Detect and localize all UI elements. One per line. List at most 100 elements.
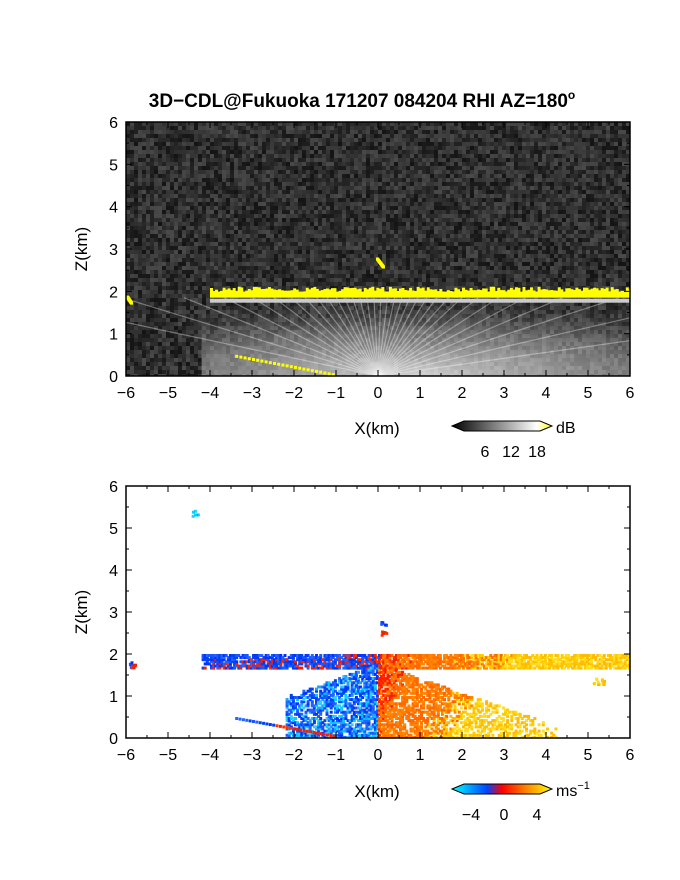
noise-pixel xyxy=(498,150,502,154)
noise-pixel xyxy=(326,254,330,258)
noise-pixel xyxy=(254,166,258,170)
noise-pixel xyxy=(590,202,594,206)
noise-pixel xyxy=(250,278,254,282)
noise-pixel xyxy=(278,222,282,226)
noise-pixel xyxy=(602,182,606,186)
noise-pixel xyxy=(594,226,598,230)
noise-pixel xyxy=(282,174,286,178)
noise-pixel xyxy=(126,134,130,138)
noise-pixel xyxy=(438,226,442,230)
noise-pixel xyxy=(614,258,618,262)
noise-pixel xyxy=(226,238,230,242)
noise-pixel xyxy=(454,182,458,186)
noise-pixel xyxy=(542,154,546,158)
noise-pixel xyxy=(154,130,158,134)
noise-pixel xyxy=(506,274,510,278)
noise-pixel xyxy=(406,250,410,254)
noise-pixel xyxy=(610,202,614,206)
noise-pixel xyxy=(182,178,186,182)
noise-pixel xyxy=(262,190,266,194)
noise-pixel xyxy=(206,126,210,130)
noise-pixel xyxy=(154,126,158,130)
noise-pixel xyxy=(306,226,310,230)
noise-pixel xyxy=(374,186,378,190)
noise-pixel xyxy=(134,170,138,174)
noise-pixel xyxy=(534,178,538,182)
noise-pixel xyxy=(394,134,398,138)
noise-pixel xyxy=(226,214,230,218)
noise-pixel xyxy=(470,222,474,226)
noise-pixel xyxy=(334,262,338,266)
noise-pixel xyxy=(266,142,270,146)
noise-pixel xyxy=(462,230,466,234)
noise-pixel xyxy=(454,214,458,218)
noise-pixel xyxy=(486,274,490,278)
noise-pixel xyxy=(254,210,258,214)
noise-pixel xyxy=(298,142,302,146)
noise-pixel xyxy=(530,210,534,214)
noise-pixel xyxy=(234,242,238,246)
noise-pixel xyxy=(354,146,358,150)
noise-pixel xyxy=(586,194,590,198)
noise-pixel xyxy=(178,206,182,210)
noise-pixel xyxy=(442,230,446,234)
noise-pixel xyxy=(390,162,394,166)
noise-pixel xyxy=(242,130,246,134)
noise-pixel xyxy=(274,234,278,238)
noise-pixel xyxy=(262,262,266,266)
noise-pixel xyxy=(434,158,438,162)
noise-pixel xyxy=(234,186,238,190)
noise-pixel xyxy=(550,234,554,238)
noise-pixel xyxy=(194,194,198,198)
noise-pixel xyxy=(586,218,590,222)
noise-pixel xyxy=(342,238,346,242)
noise-pixel xyxy=(410,182,414,186)
noise-pixel xyxy=(614,142,618,146)
noise-pixel xyxy=(214,234,218,238)
noise-pixel xyxy=(142,238,146,242)
noise-pixel xyxy=(226,190,230,194)
noise-pixel xyxy=(402,182,406,186)
noise-pixel xyxy=(138,178,142,182)
noise-pixel xyxy=(322,266,326,270)
noise-pixel xyxy=(218,274,222,278)
noise-pixel xyxy=(306,246,310,250)
noise-pixel xyxy=(226,126,230,130)
noise-pixel xyxy=(238,154,242,158)
noise-pixel xyxy=(542,190,546,194)
noise-pixel xyxy=(278,174,282,178)
noise-pixel xyxy=(462,134,466,138)
noise-pixel xyxy=(338,146,342,150)
noise-pixel xyxy=(318,190,322,194)
noise-pixel xyxy=(342,186,346,190)
noise-pixel xyxy=(498,270,502,274)
noise-pixel xyxy=(150,234,154,238)
noise-pixel xyxy=(186,138,190,142)
noise-pixel xyxy=(478,214,482,218)
noise-pixel xyxy=(370,262,374,266)
noise-pixel xyxy=(574,174,578,178)
noise-pixel xyxy=(322,218,326,222)
noise-pixel xyxy=(390,198,394,202)
noise-pixel xyxy=(374,214,378,218)
noise-pixel xyxy=(418,154,422,158)
noise-pixel xyxy=(574,130,578,134)
noise-pixel xyxy=(274,222,278,226)
noise-pixel xyxy=(526,262,530,266)
noise-pixel xyxy=(442,226,446,230)
noise-pixel xyxy=(534,210,538,214)
noise-pixel xyxy=(214,266,218,270)
noise-pixel xyxy=(502,238,506,242)
noise-pixel xyxy=(354,134,358,138)
noise-pixel xyxy=(182,150,186,154)
noise-pixel xyxy=(510,206,514,210)
noise-pixel xyxy=(346,262,350,266)
noise-pixel xyxy=(274,126,278,130)
noise-pixel xyxy=(254,254,258,258)
noise-pixel xyxy=(398,222,402,226)
noise-pixel xyxy=(374,190,378,194)
noise-pixel xyxy=(374,218,378,222)
noise-pixel xyxy=(438,274,442,278)
noise-pixel xyxy=(490,142,494,146)
noise-pixel xyxy=(622,166,626,170)
